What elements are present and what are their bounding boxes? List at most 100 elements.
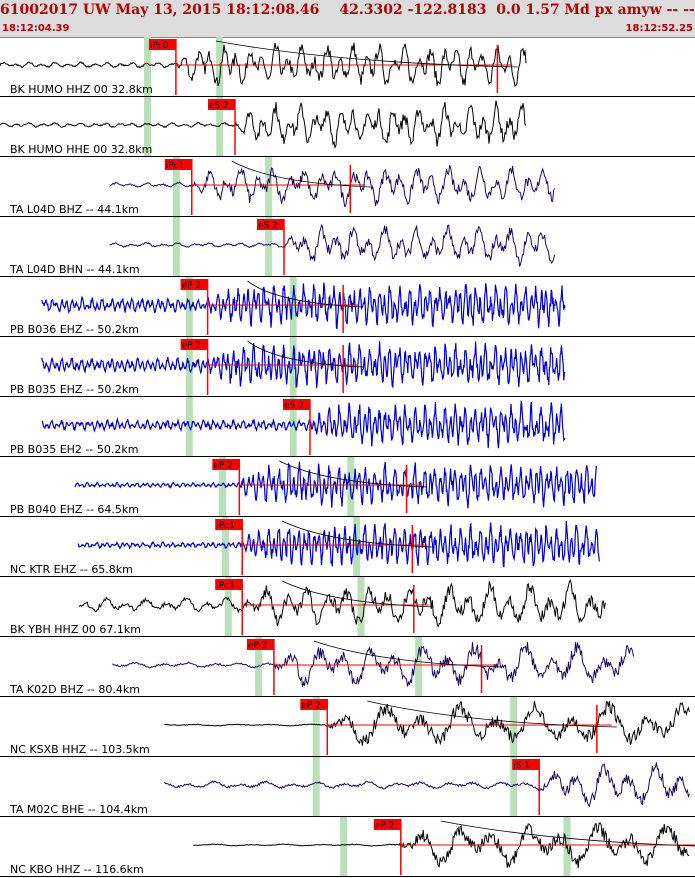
pick-label: iPc1 xyxy=(166,161,185,171)
phase-window xyxy=(265,157,273,216)
pick-label-box xyxy=(215,519,243,530)
pick-label-box xyxy=(207,99,235,110)
pick-label: iPc1 xyxy=(216,521,235,531)
station-label: PB B035 EHZ -- 50.2km xyxy=(10,383,139,396)
pick-label-box xyxy=(257,219,285,230)
pick-label: eP 2 xyxy=(182,341,202,351)
trace-7: eS 2 PB B035 EH2 -- 50.2km xyxy=(0,397,695,457)
station-label: PB B036 EHZ -- 50.2km xyxy=(10,323,139,336)
waveform xyxy=(74,461,597,509)
waveform xyxy=(0,42,527,88)
pick-label: eS 2 xyxy=(209,101,229,111)
pick-label-box xyxy=(212,459,240,470)
pick-label: eP 2 xyxy=(301,701,321,711)
pick-label-box xyxy=(148,39,176,50)
station-label: TA M02C BHE -- 104.4km xyxy=(9,803,148,816)
waveform xyxy=(193,822,690,869)
event-network: UW xyxy=(82,2,111,18)
event-datetime: May 13, 2015 18:12:08.46 xyxy=(115,2,320,18)
phase-window xyxy=(312,697,320,756)
station-label: PB B040 EHZ -- 64.5km xyxy=(10,503,139,516)
trace-14: eP 2 NC KBO HHZ -- 116.6km xyxy=(0,817,695,877)
phase-window xyxy=(219,457,227,516)
waveform xyxy=(112,642,634,688)
event-title: 61002017 UW May 13, 2015 18:12:08.46 42.3… xyxy=(0,2,695,18)
phase-window xyxy=(510,697,518,756)
phase-window xyxy=(415,637,423,696)
pick-label-box xyxy=(215,579,243,590)
station-label: NC KBO HHZ -- 116.6km xyxy=(10,863,144,876)
event-header: 61002017 UW May 13, 2015 18:12:08.46 42.3… xyxy=(0,0,695,38)
pick-label-box xyxy=(246,639,274,650)
coda-curve xyxy=(367,700,617,728)
coda-curve xyxy=(313,640,502,668)
pick-label: eP 2 xyxy=(375,821,395,831)
phase-window xyxy=(510,757,518,816)
waveform xyxy=(41,340,566,389)
station-label: NC KSXB HHZ -- 103.5km xyxy=(10,743,150,756)
time-end: 18:12:52.25 xyxy=(625,23,693,34)
phase-window xyxy=(265,217,273,276)
coda-curve xyxy=(279,460,427,488)
pick-label-box xyxy=(180,279,208,290)
trace-5: eP 2 PB B036 EHZ -- 50.2km xyxy=(0,277,695,337)
station-label: NC KTR EHZ -- 65.8km xyxy=(10,563,133,576)
trace-2: eS 2 BK HUMO HHE 00 32.8km xyxy=(0,97,695,157)
station-label: BK HUMO HHZ 00 32.8km xyxy=(10,83,153,96)
station-label: BK HUMO HHE 00 32.8km xyxy=(10,143,152,156)
station-label: TA L04D BHZ -- 44.1km xyxy=(9,203,139,216)
phase-window xyxy=(144,97,152,156)
phase-window xyxy=(289,397,297,456)
waveform xyxy=(109,165,556,207)
phase-window xyxy=(340,817,348,876)
event-id: 61002017 xyxy=(0,2,78,18)
coda-curve xyxy=(231,160,371,188)
coda-curve xyxy=(215,40,518,68)
phase-window xyxy=(312,757,320,816)
phase-window xyxy=(357,577,365,636)
pick-label-box xyxy=(300,699,328,710)
waveform xyxy=(164,701,690,746)
event-depth-mag: 0.0 1.57 Md px amyw -- -- xyxy=(496,2,695,18)
phase-window xyxy=(216,37,224,96)
coda-curve xyxy=(247,340,364,368)
waveform xyxy=(41,400,566,449)
pick-label: eP 2 xyxy=(213,461,233,471)
event-coords: 42.3302 -122.8183 xyxy=(339,2,487,18)
phase-window xyxy=(172,157,180,216)
trace-9: iPc1 NC KTR EHZ -- 65.8km xyxy=(0,517,695,577)
phase-window xyxy=(224,577,232,636)
time-start: 18:12:04.39 xyxy=(2,23,70,34)
phase-window xyxy=(216,97,224,156)
trace-6: eP 2 PB B035 EHZ -- 50.2km xyxy=(0,337,695,397)
pick-label-box xyxy=(373,819,401,830)
pick-label: eP 2 xyxy=(248,641,268,651)
phase-window xyxy=(289,337,297,396)
coda-curve xyxy=(282,520,433,548)
pick-label: iS 1 xyxy=(513,761,530,771)
trace-10: iPc1 BK YBH HHZ 00 67.1km xyxy=(0,577,695,637)
waveform xyxy=(41,282,566,330)
phase-window xyxy=(172,217,180,276)
pick-label-box xyxy=(512,759,540,770)
station-label: TA L04D BHN -- 44.1km xyxy=(9,263,140,276)
pick-label-box xyxy=(164,159,192,170)
station-label: BK YBH HHZ 00 67.1km xyxy=(10,623,141,636)
waveform xyxy=(0,100,527,149)
trace-8: eP 2 PB B040 EHZ -- 64.5km xyxy=(0,457,695,517)
trace-13: iS 1 TA M02C BHE -- 104.4km xyxy=(0,757,695,817)
waveform xyxy=(78,579,606,628)
pick-label-box xyxy=(180,339,208,350)
pick-label-box xyxy=(282,399,310,410)
pick-label: iPc1 xyxy=(216,581,235,591)
pick-label: eS 2 xyxy=(284,401,304,411)
pick-label: eS 2 xyxy=(258,221,278,231)
station-label: PB B035 EH2 -- 50.2km xyxy=(10,443,138,456)
trace-3: iPc1 TA L04D BHZ -- 44.1km xyxy=(0,157,695,217)
phase-window xyxy=(144,37,152,96)
coda-curve xyxy=(282,580,434,608)
waveform xyxy=(109,223,556,267)
pick-label: eP 2 xyxy=(182,281,202,291)
seismogram-plot[interactable]: iPc0 BK HUMO HHZ 00 32.8km eS 2 BK HUMO HHE… xyxy=(0,37,695,878)
waveform xyxy=(164,762,690,808)
